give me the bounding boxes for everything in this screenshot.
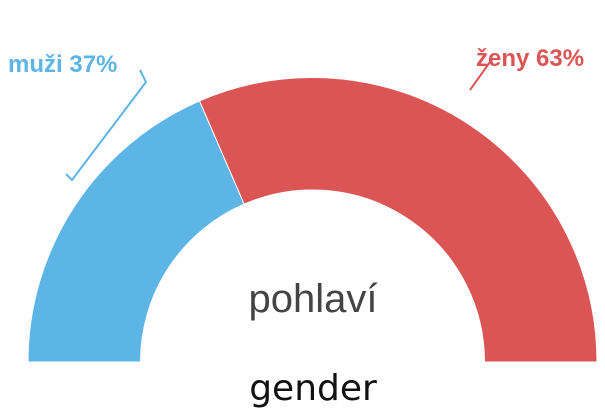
leader-line xyxy=(469,61,491,91)
slice xyxy=(27,100,245,363)
value-label: 37% xyxy=(69,51,117,78)
value-label: 63% xyxy=(536,45,584,72)
chart-title: pohlaví xyxy=(249,277,378,321)
caption: gender xyxy=(249,368,377,409)
slice xyxy=(198,77,598,363)
slice-label: muži 37% xyxy=(8,51,117,78)
category-label: ženy xyxy=(476,45,530,72)
leader-line xyxy=(65,69,148,182)
category-label: muži xyxy=(8,51,63,78)
slices xyxy=(27,77,598,363)
slice-label: ženy 63% xyxy=(476,45,584,72)
